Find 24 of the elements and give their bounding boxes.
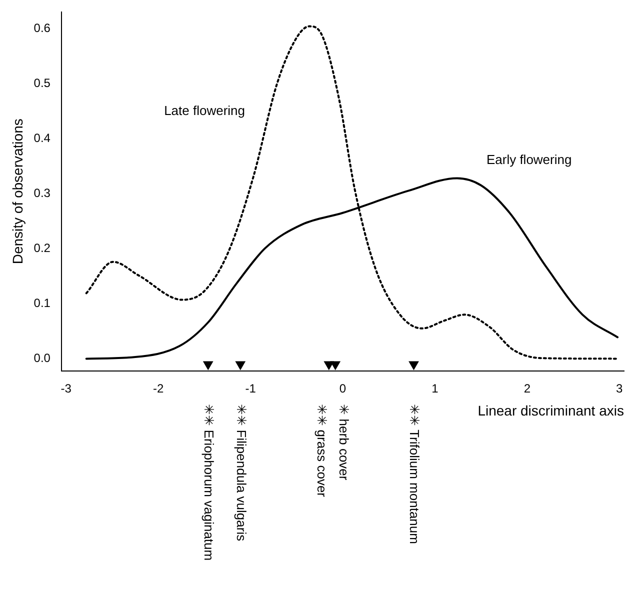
text: ✳ herb cover — [336, 404, 352, 481]
x-axis-title: Linear discriminant axis — [478, 402, 624, 418]
y-tick-label: 0.0 — [34, 351, 51, 366]
y-tick-label: 0.3 — [34, 186, 51, 200]
text: ✳✳ grass cover — [314, 404, 330, 498]
y-tick-label: 0.1 — [34, 296, 51, 310]
text: ✳✳ Eriophorum vaginatum — [202, 404, 217, 561]
x-tick-label: -2 — [152, 381, 164, 396]
line-series — [85, 25, 619, 360]
x-tick-label: 2 — [524, 381, 531, 396]
x-tick-label: 1 — [432, 381, 439, 396]
y-tick-label: 0.2 — [34, 240, 51, 255]
x-tick-label: -1 — [245, 381, 256, 396]
y-tick-label: 0.5 — [34, 76, 51, 90]
series-label: Early flowering — [486, 152, 572, 167]
series-label: Late flowering — [164, 102, 246, 118]
x-tick-label: 0 — [339, 381, 346, 396]
y-axis-title: Density of observations — [9, 118, 26, 264]
y-tick-label: 0.6 — [34, 20, 51, 35]
text: ✳✳ Filipendula vulgaris — [234, 404, 249, 542]
x-tick-label: -3 — [60, 381, 72, 396]
x-tick-label: 3 — [616, 381, 624, 396]
y-tick-label: 0.4 — [34, 130, 51, 145]
text: ✳✳ Trifolium montanum — [407, 404, 422, 544]
